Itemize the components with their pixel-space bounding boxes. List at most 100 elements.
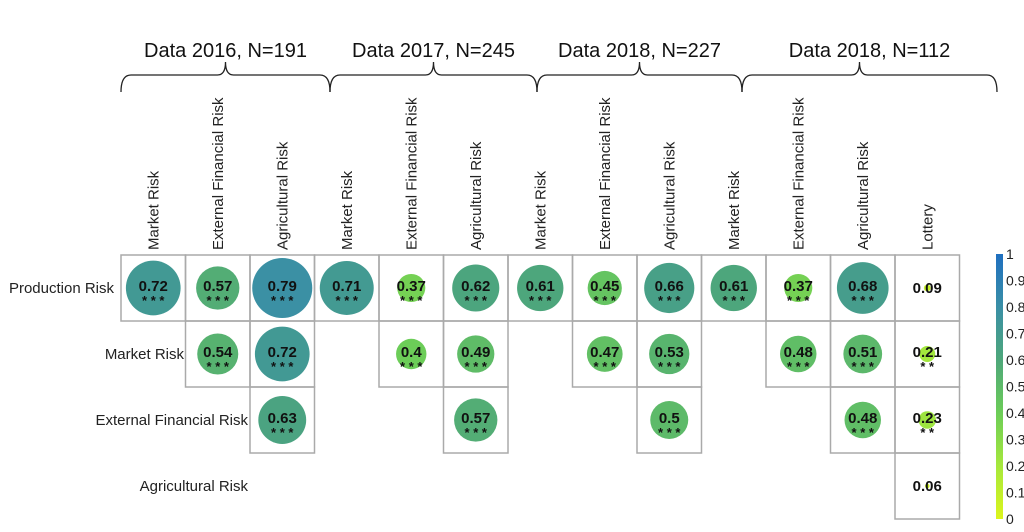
column-label: Market Risk — [339, 170, 356, 250]
row-label: Agricultural Risk — [140, 478, 249, 495]
group-title: Data 2018, N=227 — [558, 40, 721, 62]
correlation-value: 0.61 — [526, 278, 555, 295]
matrix-cell — [636, 386, 703, 454]
correlation-value: 0.51 — [848, 344, 877, 361]
correlation-circle — [258, 396, 307, 444]
row-label: Market Risk — [105, 346, 185, 363]
significance-stars: * * * — [852, 425, 875, 440]
correlation-value: 0.63 — [268, 410, 297, 427]
correlation-circle — [452, 264, 500, 312]
significance-stars: * * * — [852, 293, 875, 308]
correlation-value: 0.53 — [655, 344, 684, 361]
correlation-circle — [644, 262, 695, 314]
correlation-value: 0.48 — [848, 410, 877, 427]
correlation-circle — [844, 401, 881, 439]
correlation-circle — [919, 346, 936, 362]
matrix-cell — [894, 452, 961, 520]
significance-stars: * * * — [271, 293, 294, 308]
column-label: External Financial Risk — [790, 97, 807, 250]
row-label: Production Risk — [9, 280, 115, 297]
significance-stars: * * * — [723, 293, 746, 308]
correlation-value: 0.45 — [590, 278, 619, 295]
correlation-circle — [457, 335, 495, 373]
significance-stars: * * * — [594, 359, 617, 374]
correlation-circle — [319, 261, 374, 315]
significance-stars: * * * — [529, 293, 552, 308]
matrix-cell — [249, 386, 316, 454]
correlation-circle — [650, 401, 689, 439]
significance-stars: * * — [920, 425, 935, 440]
correlation-circle — [923, 284, 931, 292]
significance-stars: * * * — [465, 359, 488, 374]
significance-stars: * * * — [271, 359, 294, 374]
correlation-value: 0.37 — [784, 278, 813, 295]
significance-stars: * * * — [787, 359, 810, 374]
correlation-circle — [924, 483, 930, 489]
correlation-value: 0.62 — [461, 278, 490, 295]
significance-stars: * * * — [658, 293, 681, 308]
colorbar-tick-label: 0.5 — [1006, 379, 1024, 395]
group-title: Data 2018, N=112 — [789, 40, 950, 62]
significance-stars: * * — [920, 359, 935, 374]
correlation-circle — [843, 334, 883, 374]
colorbar — [996, 254, 1003, 519]
significance-stars: * * * — [142, 293, 165, 308]
significance-stars: * * * — [336, 293, 359, 308]
correlation-circle — [196, 266, 240, 310]
correlation-circle — [252, 257, 313, 319]
colorbar-tick-label: 1 — [1006, 246, 1014, 262]
correlation-value: 0.61 — [719, 278, 748, 295]
column-label: Agricultural Risk — [855, 141, 872, 250]
correlation-circle — [254, 326, 310, 382]
colorbar-tick-label: 0.2 — [1006, 458, 1024, 474]
significance-stars: * * * — [852, 359, 875, 374]
correlation-circle — [780, 335, 817, 373]
group-bracket — [536, 61, 743, 93]
column-label: Lottery — [919, 204, 936, 250]
correlation-circle — [587, 270, 622, 306]
significance-stars: * * * — [400, 359, 423, 374]
correlation-value: 0.79 — [268, 278, 297, 295]
significance-stars: * * * — [594, 293, 617, 308]
correlation-value: 0.5 — [659, 410, 680, 427]
correlation-circle — [396, 338, 427, 370]
group-title: Data 2017, N=245 — [352, 40, 515, 62]
column-label: Agricultural Risk — [274, 141, 291, 250]
correlation-circle — [710, 264, 757, 312]
correlation-circle — [197, 333, 239, 375]
correlation-value: 0.72 — [268, 344, 297, 361]
column-label: External Financial Risk — [597, 97, 614, 250]
column-label: Market Risk — [726, 170, 743, 250]
group-bracket — [741, 61, 998, 93]
group-title: Data 2016, N=191 — [144, 40, 307, 62]
correlation-circle — [836, 262, 889, 314]
significance-stars: * * * — [465, 425, 488, 440]
significance-stars: * * * — [465, 293, 488, 308]
significance-stars: * * * — [400, 293, 423, 308]
correlation-value: 0.71 — [332, 278, 361, 295]
correlation-circle — [784, 273, 813, 303]
significance-stars: * * * — [271, 425, 294, 440]
matrix-cell — [442, 386, 509, 454]
correlation-value: 0.37 — [397, 278, 426, 295]
colorbar-tick-label: 0.9 — [1006, 273, 1024, 289]
group-bracket — [329, 61, 538, 93]
correlation-value: 0.23 — [913, 410, 942, 427]
significance-stars: * * * — [787, 293, 810, 308]
row-label: External Financial Risk — [95, 412, 248, 429]
correlation-circle — [125, 260, 181, 316]
column-label: External Financial Risk — [210, 97, 227, 250]
correlation-value: 0.09 — [913, 280, 942, 297]
correlation-circle — [517, 264, 564, 312]
significance-stars: * * * — [207, 359, 230, 374]
colorbar-tick-label: 0.1 — [1006, 485, 1024, 501]
correlation-circle — [586, 336, 623, 372]
column-label: Market Risk — [145, 170, 162, 250]
correlation-value: 0.47 — [590, 344, 619, 361]
correlation-value: 0.72 — [139, 278, 168, 295]
colorbar-tick-label: 0.7 — [1006, 326, 1024, 342]
column-label: External Financial Risk — [403, 97, 420, 250]
colorbar-tick-label: 0.6 — [1006, 352, 1024, 368]
correlation-value: 0.68 — [848, 278, 877, 295]
